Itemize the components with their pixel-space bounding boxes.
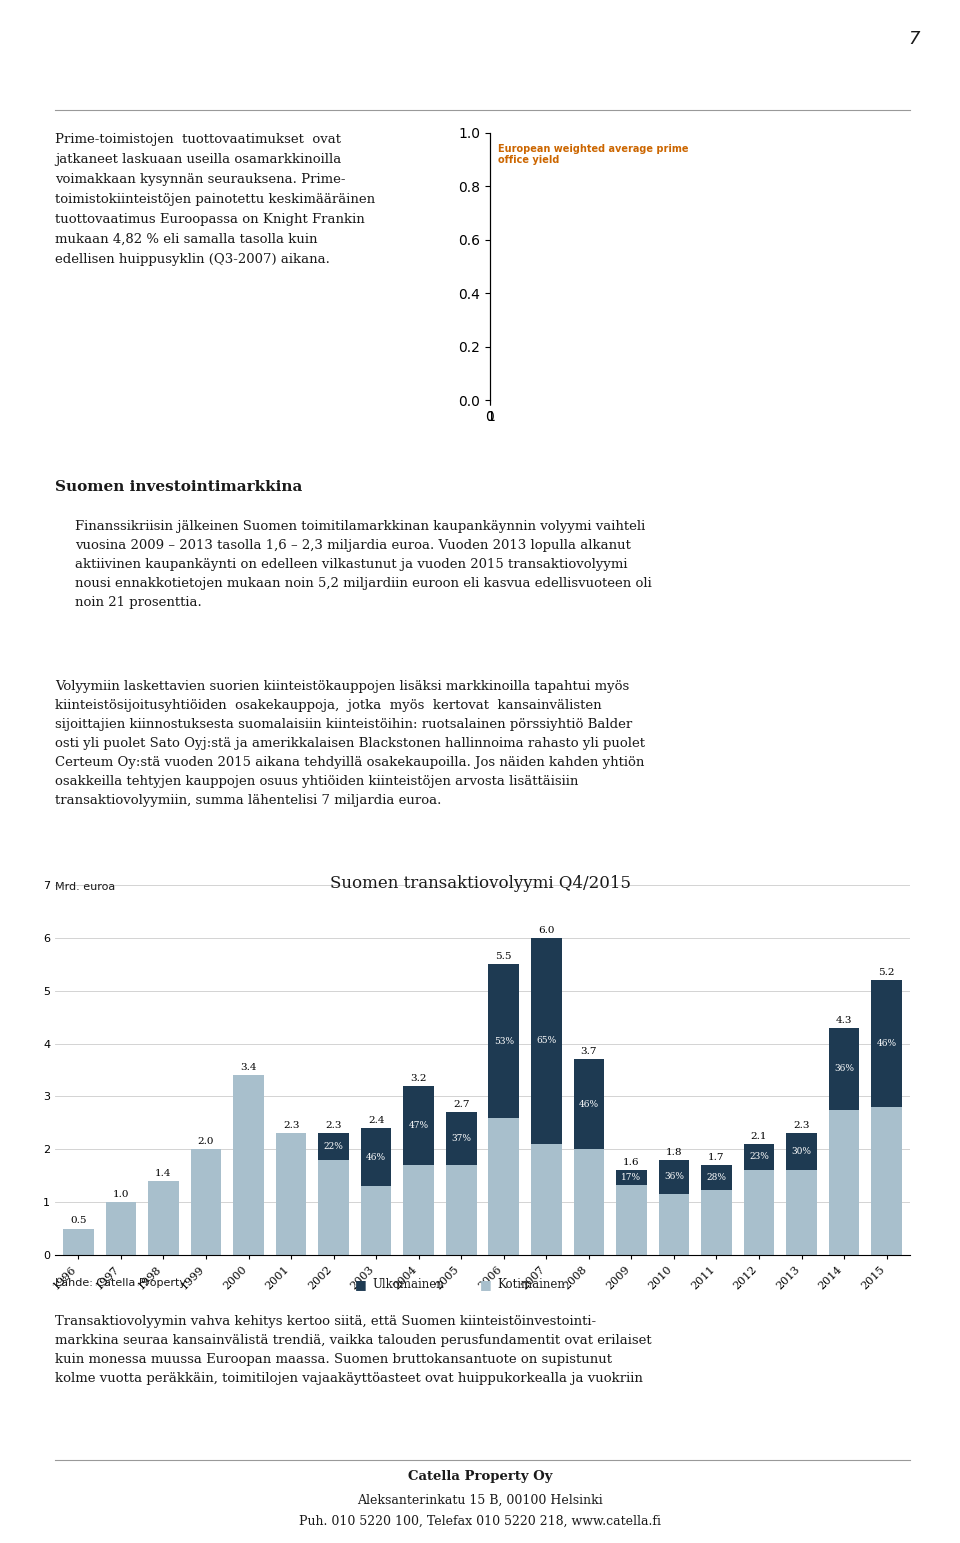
Bar xyxy=(828,1028,859,1109)
Bar xyxy=(872,980,901,1106)
Text: 46%: 46% xyxy=(579,1100,599,1109)
Bar xyxy=(319,1160,348,1254)
Text: 46%: 46% xyxy=(876,1038,897,1048)
Bar xyxy=(616,1171,647,1185)
Text: Suomen transaktiovolyymi Q4/2015: Suomen transaktiovolyymi Q4/2015 xyxy=(329,875,631,892)
Text: 37%: 37% xyxy=(451,1134,471,1143)
Bar xyxy=(445,1165,476,1254)
Text: 2.7: 2.7 xyxy=(453,1100,469,1109)
Bar xyxy=(191,1150,222,1254)
Text: 23%: 23% xyxy=(749,1153,769,1162)
Bar xyxy=(659,1194,689,1254)
Text: Volyymiin laskettavien suorien kiinteistökauppojen lisäksi markkinoilla tapahtui: Volyymiin laskettavien suorien kiinteist… xyxy=(55,680,645,807)
Text: 7: 7 xyxy=(908,29,920,48)
Bar xyxy=(233,1075,264,1254)
Bar xyxy=(659,1160,689,1194)
Text: 2.3: 2.3 xyxy=(283,1122,300,1131)
Text: 1.6: 1.6 xyxy=(623,1159,639,1167)
Text: Aleksanterinkatu 15 B, 00100 Helsinki: Aleksanterinkatu 15 B, 00100 Helsinki xyxy=(357,1494,603,1508)
Bar xyxy=(361,1128,392,1187)
Text: 17%: 17% xyxy=(621,1173,641,1182)
Bar xyxy=(489,1119,519,1254)
Text: 36%: 36% xyxy=(834,1065,854,1072)
Text: Ulkomainen: Ulkomainen xyxy=(372,1278,444,1291)
Text: 1.4: 1.4 xyxy=(156,1170,172,1177)
Text: Kotimainen: Kotimainen xyxy=(497,1278,564,1291)
Text: 28%: 28% xyxy=(707,1173,727,1182)
Bar xyxy=(828,1109,859,1254)
Text: 2.1: 2.1 xyxy=(751,1133,767,1140)
Text: 1.8: 1.8 xyxy=(665,1148,683,1157)
Bar xyxy=(403,1165,434,1254)
Bar xyxy=(276,1134,306,1254)
Bar xyxy=(319,1134,348,1160)
Bar xyxy=(616,1185,647,1254)
Text: 22%: 22% xyxy=(324,1142,344,1151)
Text: Puh. 010 5220 100, Telefax 010 5220 218, www.catella.fi: Puh. 010 5220 100, Telefax 010 5220 218,… xyxy=(299,1515,661,1528)
Bar xyxy=(573,1150,604,1254)
Text: European weighted average prime
office yield: European weighted average prime office y… xyxy=(498,143,688,165)
Text: 1.0: 1.0 xyxy=(112,1190,130,1199)
Bar xyxy=(445,1113,476,1165)
Text: Lähde: Catella Property: Lähde: Catella Property xyxy=(55,1278,186,1288)
Text: Finanssikriisin jälkeinen Suomen toimitilamarkkinan kaupankäynnin volyymi vaihte: Finanssikriisin jälkeinen Suomen toimiti… xyxy=(75,520,652,609)
Text: 5.2: 5.2 xyxy=(878,967,895,977)
Text: 2.4: 2.4 xyxy=(368,1116,384,1125)
Bar xyxy=(744,1170,775,1254)
Text: ■: ■ xyxy=(355,1278,367,1291)
Bar xyxy=(786,1170,817,1254)
Text: Prime-toimistojen  tuottovaatimukset  ovat
jatkaneet laskuaan useilla osamarkkin: Prime-toimistojen tuottovaatimukset ovat… xyxy=(55,133,375,265)
Text: Catella Property Oy: Catella Property Oy xyxy=(408,1470,552,1483)
Text: 2.0: 2.0 xyxy=(198,1137,214,1146)
Text: Mrd. euroa: Mrd. euroa xyxy=(55,883,115,892)
Text: ■: ■ xyxy=(480,1278,492,1291)
Text: 36%: 36% xyxy=(664,1173,684,1182)
Text: C ATELLA: C ATELLA xyxy=(439,48,521,65)
Bar xyxy=(701,1165,732,1190)
Text: 30%: 30% xyxy=(792,1146,811,1156)
Text: 5.5: 5.5 xyxy=(495,952,512,961)
Text: 47%: 47% xyxy=(409,1122,429,1129)
Text: 4.3: 4.3 xyxy=(836,1015,852,1025)
Bar xyxy=(361,1187,392,1254)
Bar xyxy=(786,1134,817,1170)
Text: 3.2: 3.2 xyxy=(411,1074,427,1083)
Bar xyxy=(573,1060,604,1150)
Bar xyxy=(63,1228,94,1254)
Bar xyxy=(148,1180,179,1254)
Text: 46%: 46% xyxy=(366,1153,386,1162)
Bar xyxy=(701,1190,732,1254)
Text: 2.3: 2.3 xyxy=(325,1122,342,1131)
Bar xyxy=(744,1143,775,1170)
Text: 2.3: 2.3 xyxy=(793,1122,810,1131)
Text: 0.5: 0.5 xyxy=(70,1216,86,1225)
Bar xyxy=(489,964,519,1119)
Text: 53%: 53% xyxy=(493,1037,514,1046)
Text: Suomen investointimarkkina: Suomen investointimarkkina xyxy=(55,480,302,494)
Bar xyxy=(531,938,562,1143)
Text: 6.0: 6.0 xyxy=(538,926,555,935)
Bar xyxy=(403,1086,434,1165)
Bar xyxy=(872,1106,901,1254)
Text: 1.7: 1.7 xyxy=(708,1153,725,1162)
Text: 3.7: 3.7 xyxy=(581,1048,597,1057)
Text: 65%: 65% xyxy=(537,1037,557,1046)
Text: 3.4: 3.4 xyxy=(240,1063,256,1072)
Text: Transaktiovolyymin vahva kehitys kertoo siitä, että Suomen kiinteistöinvestointi: Transaktiovolyymin vahva kehitys kertoo … xyxy=(55,1315,652,1386)
Bar xyxy=(531,1143,562,1254)
Bar xyxy=(106,1202,136,1254)
